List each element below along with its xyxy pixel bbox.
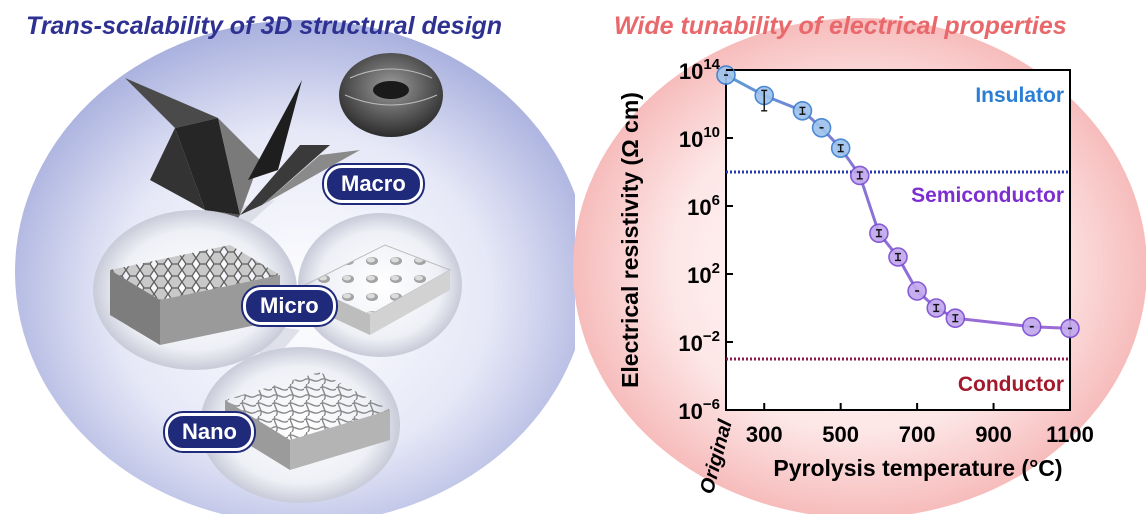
region-label: Semiconductor [911, 184, 1064, 207]
y-tick-label: 1014 [679, 56, 721, 84]
y-tick-label: 10−6 [678, 396, 720, 424]
left-background-circle [15, 20, 575, 514]
x-tick-label: 500 [822, 422, 859, 447]
y-tick-label: 102 [687, 260, 720, 288]
x-tick-label: 900 [975, 422, 1012, 447]
x-axis-label: Pyrolysis temperature (°C) [773, 455, 1062, 481]
structure-illustration [15, 20, 575, 514]
toroid-structure-image [339, 53, 443, 137]
y-tick-label: 10−2 [678, 328, 720, 356]
x-tick-label: 300 [746, 422, 783, 447]
y-tick-label: 106 [687, 192, 720, 220]
right-panel-title: Wide tunability of electrical properties [614, 12, 1067, 40]
left-panel-title: Trans-scalability of 3D structural desig… [26, 12, 503, 40]
region-label: Conductor [958, 373, 1064, 396]
y-tick-label: 1010 [679, 124, 720, 152]
plot-area [725, 69, 1071, 411]
macro-scale-badge: Macro [324, 165, 423, 203]
y-axis-label: Electrical resistivity (Ω cm) [617, 92, 643, 388]
nanofiber-network-image [200, 347, 400, 503]
nano-scale-badge: Nano [165, 413, 254, 451]
region-label: Insulator [975, 84, 1064, 107]
x-tick-label: 1100 [1046, 422, 1094, 447]
x-tick-label: 700 [899, 422, 936, 447]
micro-scale-badge: Micro [243, 287, 336, 325]
